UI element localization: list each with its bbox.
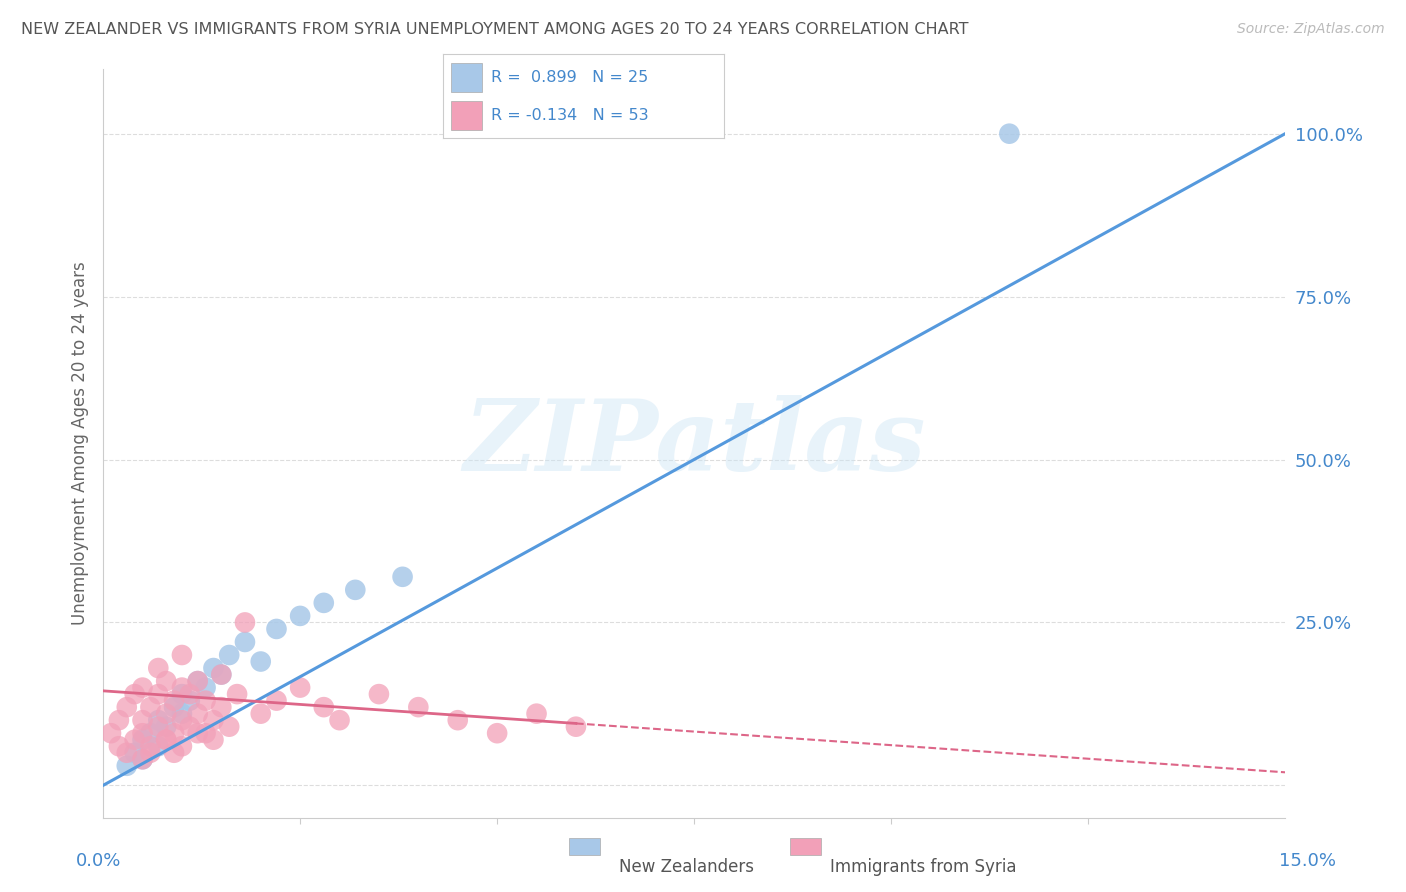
- Text: R = -0.134   N = 53: R = -0.134 N = 53: [491, 108, 648, 123]
- Point: [139, 746, 162, 760]
- Point: [148, 739, 170, 754]
- Point: [131, 752, 153, 766]
- Point: [155, 732, 177, 747]
- Point: [266, 622, 288, 636]
- Point: [131, 713, 153, 727]
- Point: [155, 706, 177, 721]
- Point: [163, 746, 186, 760]
- Point: [998, 127, 1021, 141]
- Point: [131, 732, 153, 747]
- Point: [218, 720, 240, 734]
- Point: [187, 674, 209, 689]
- Point: [115, 759, 138, 773]
- Point: [447, 713, 470, 727]
- Point: [266, 693, 288, 707]
- Point: [155, 720, 177, 734]
- Point: [170, 739, 193, 754]
- Point: [115, 700, 138, 714]
- Point: [233, 635, 256, 649]
- Point: [209, 667, 232, 681]
- Point: [194, 726, 217, 740]
- Point: [209, 700, 232, 714]
- Point: [368, 687, 391, 701]
- Text: ZIPatlas: ZIPatlas: [463, 395, 925, 491]
- Text: 15.0%: 15.0%: [1279, 852, 1336, 870]
- Point: [288, 608, 311, 623]
- Point: [391, 570, 413, 584]
- Point: [170, 687, 193, 701]
- Text: 0.0%: 0.0%: [76, 852, 121, 870]
- Point: [249, 655, 271, 669]
- Point: [131, 726, 153, 740]
- Point: [526, 706, 548, 721]
- Point: [163, 726, 186, 740]
- Point: [202, 713, 225, 727]
- Point: [115, 746, 138, 760]
- Text: New Zealanders: New Zealanders: [619, 858, 754, 876]
- Point: [148, 661, 170, 675]
- Point: [148, 687, 170, 701]
- Point: [155, 732, 177, 747]
- Point: [233, 615, 256, 630]
- Point: [163, 700, 186, 714]
- Point: [124, 746, 146, 760]
- Point: [249, 706, 271, 721]
- Point: [108, 713, 131, 727]
- Point: [209, 667, 232, 681]
- Point: [108, 739, 131, 754]
- Point: [202, 661, 225, 675]
- Point: [131, 752, 153, 766]
- Point: [124, 732, 146, 747]
- Point: [131, 681, 153, 695]
- Text: NEW ZEALANDER VS IMMIGRANTS FROM SYRIA UNEMPLOYMENT AMONG AGES 20 TO 24 YEARS CO: NEW ZEALANDER VS IMMIGRANTS FROM SYRIA U…: [21, 22, 969, 37]
- Text: Source: ZipAtlas.com: Source: ZipAtlas.com: [1237, 22, 1385, 37]
- Point: [163, 693, 186, 707]
- Point: [148, 713, 170, 727]
- Point: [170, 648, 193, 662]
- Point: [124, 687, 146, 701]
- Point: [187, 726, 209, 740]
- Point: [148, 720, 170, 734]
- Point: [187, 674, 209, 689]
- Point: [218, 648, 240, 662]
- Point: [486, 726, 509, 740]
- Point: [226, 687, 249, 701]
- Point: [139, 700, 162, 714]
- Text: R =  0.899   N = 25: R = 0.899 N = 25: [491, 70, 648, 85]
- Point: [179, 720, 201, 734]
- Point: [155, 674, 177, 689]
- Point: [170, 681, 193, 695]
- Point: [179, 687, 201, 701]
- Text: Immigrants from Syria: Immigrants from Syria: [830, 858, 1017, 876]
- Point: [170, 706, 193, 721]
- Point: [194, 681, 217, 695]
- Point: [194, 693, 217, 707]
- Point: [202, 732, 225, 747]
- Point: [288, 681, 311, 695]
- Point: [170, 713, 193, 727]
- Y-axis label: Unemployment Among Ages 20 to 24 years: Unemployment Among Ages 20 to 24 years: [72, 261, 89, 625]
- Point: [328, 713, 350, 727]
- Point: [139, 739, 162, 754]
- Point: [408, 700, 430, 714]
- Point: [312, 596, 335, 610]
- Point: [139, 726, 162, 740]
- Point: [100, 726, 122, 740]
- Point: [565, 720, 588, 734]
- FancyBboxPatch shape: [451, 101, 482, 130]
- Point: [179, 693, 201, 707]
- FancyBboxPatch shape: [451, 62, 482, 92]
- Point: [312, 700, 335, 714]
- Point: [187, 706, 209, 721]
- Point: [344, 582, 367, 597]
